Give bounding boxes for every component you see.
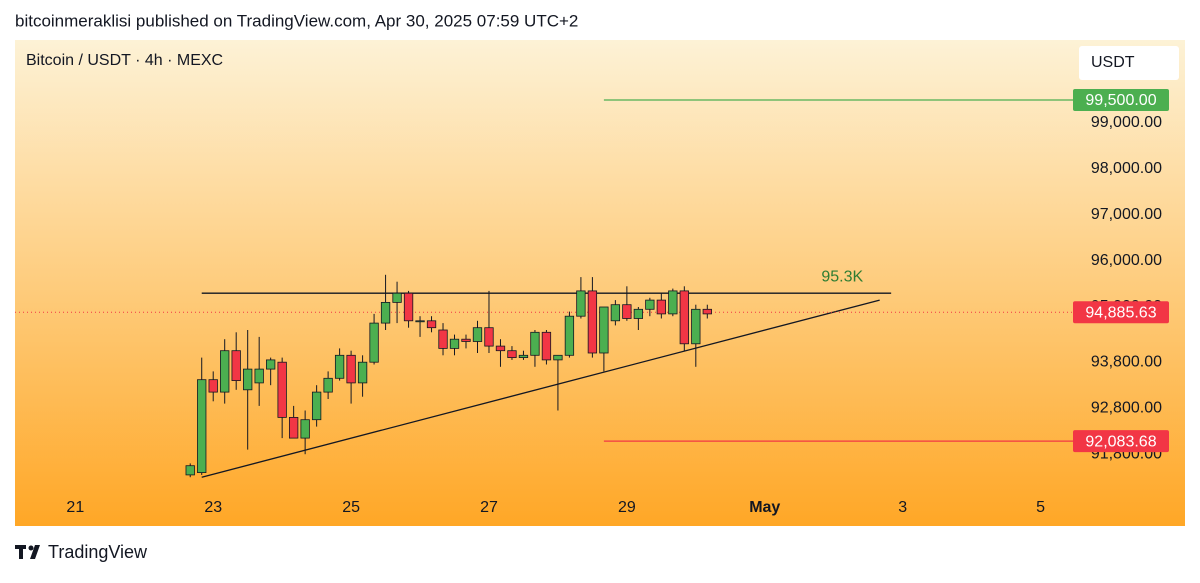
drawing-line (201, 299, 880, 478)
candle-body (231, 350, 241, 381)
candle-body (656, 299, 666, 315)
published-line: bitcoinmeraklisi published on TradingVie… (15, 11, 578, 30)
candle-body (495, 345, 506, 352)
price-label-box (1073, 301, 1169, 324)
candle-body (610, 304, 621, 322)
x-tick-label: 29 (618, 499, 636, 516)
candle-body (357, 361, 368, 384)
candle-body (564, 315, 575, 356)
candle-body (691, 308, 701, 345)
candle-body (254, 368, 264, 384)
price-label: 92,083.68 (1085, 433, 1156, 450)
candle-body (599, 306, 609, 354)
y-tick-label: 97,000.00 (1091, 206, 1162, 223)
candle-body (461, 338, 471, 342)
candle-body (220, 350, 230, 393)
y-tick-label: 99,000.00 (1091, 114, 1162, 131)
candle-body (208, 379, 218, 393)
candle-body (633, 308, 644, 319)
candle-body (392, 292, 402, 303)
candle-body (702, 308, 712, 315)
candle-body (288, 417, 299, 439)
brand-name: TradingView (48, 542, 148, 562)
candle-body (438, 329, 448, 349)
candle-body (277, 361, 287, 418)
chart-background (15, 40, 1185, 526)
drawing-label: 95.3K (821, 268, 863, 285)
candle-body (415, 320, 425, 323)
candle-body (645, 299, 655, 310)
y-tick-label: 92,800.00 (1091, 399, 1162, 416)
x-tick-label: 27 (480, 499, 498, 516)
candle-body (679, 290, 689, 345)
candle-body (266, 359, 276, 370)
x-tick-label: 3 (898, 499, 907, 516)
x-tick-label: 23 (204, 499, 222, 516)
x-tick-label: 5 (1036, 499, 1045, 516)
x-tick-label: 21 (66, 499, 84, 516)
currency-label: USDT (1091, 54, 1135, 71)
candle-body (197, 379, 207, 474)
candle-body (472, 327, 483, 342)
candle-body (311, 391, 322, 421)
price-label-box (1073, 88, 1169, 111)
candle-body (553, 354, 563, 361)
y-tick-label: 96,000.00 (1091, 252, 1162, 269)
candle-body (484, 327, 494, 347)
plot: 99,000.0098,000.0097,000.0096,000.0095,0… (15, 88, 1169, 516)
price-label: 99,500.00 (1085, 92, 1156, 109)
candle-body (380, 301, 391, 324)
candle-body (334, 354, 345, 379)
candle-body (449, 338, 460, 349)
candle-body (300, 419, 310, 439)
price-label-box (1073, 430, 1169, 453)
candle-body (668, 290, 678, 315)
candle-body (426, 320, 437, 329)
symbol-title: Bitcoin / USDT · 4h · MEXC (26, 52, 223, 69)
candle-body (587, 290, 598, 354)
candle-body (576, 290, 586, 317)
brand-logo (15, 545, 40, 559)
x-tick-label: May (749, 499, 780, 516)
candle-body (185, 465, 195, 476)
x-tick-label: 25 (342, 499, 360, 516)
currency-box (1079, 46, 1179, 80)
candle-body (346, 354, 356, 384)
candle-body (622, 304, 632, 319)
candle-body (530, 331, 540, 356)
candle-body (541, 331, 552, 361)
price-label: 94,885.63 (1085, 304, 1156, 321)
candle-body (403, 292, 414, 322)
y-tick-label: 93,800.00 (1091, 353, 1162, 370)
y-tick-label: 98,000.00 (1091, 160, 1162, 177)
candle-body (518, 354, 529, 358)
candle-body (243, 368, 253, 391)
candle-body (323, 377, 333, 393)
candle-body (369, 322, 379, 363)
candle-body (507, 350, 517, 358)
